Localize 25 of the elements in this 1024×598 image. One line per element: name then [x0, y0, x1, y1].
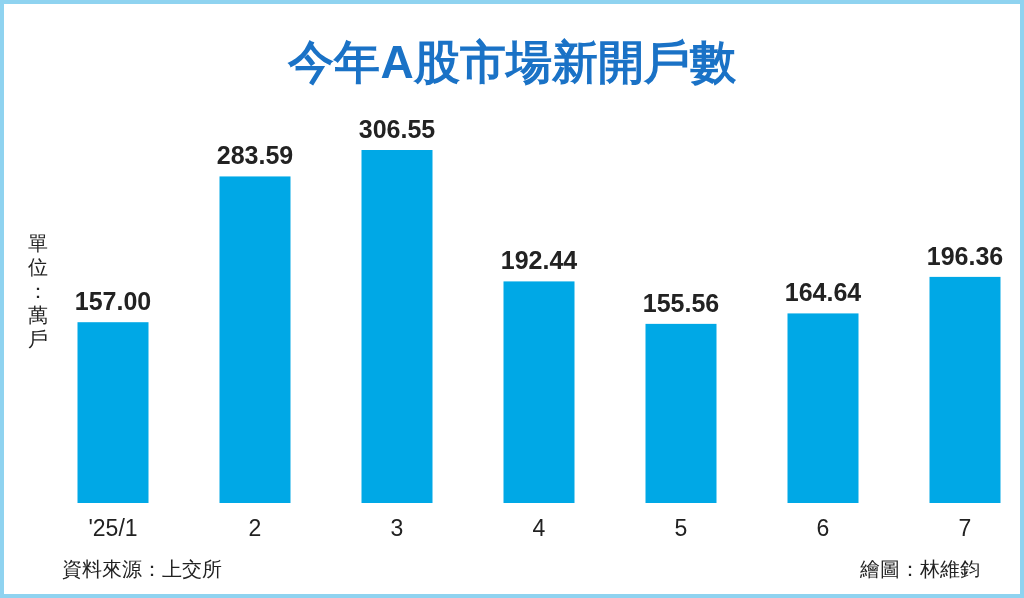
x-tick-label: 7 [958, 515, 972, 541]
x-tick-label: 4 [532, 515, 546, 541]
bar [503, 281, 575, 503]
data-label: 196.36 [926, 241, 1004, 270]
text: 繪圖：林維鈞 [859, 558, 980, 580]
bar [361, 150, 433, 503]
data-label: 155.56 [642, 288, 720, 317]
source-note: 資料來源：上交所 [62, 558, 222, 580]
x-tick-label: 5 [674, 515, 688, 541]
y-axis-title: 單位：萬戶 [28, 232, 48, 350]
data-label: 164.64 [784, 278, 862, 307]
x-tick-label: 3 [390, 515, 404, 541]
bar [77, 322, 149, 503]
bar [787, 313, 859, 503]
bar [645, 323, 717, 503]
data-label: 306.55 [358, 115, 436, 143]
x-tick-label: 2 [248, 515, 262, 541]
data-label: 157.00 [74, 287, 152, 316]
x-tick-label: 6 [816, 515, 830, 541]
data-label: 283.59 [216, 141, 294, 170]
bar [219, 176, 291, 503]
x-tick-label: '25/1 [88, 515, 138, 541]
bar [929, 276, 1001, 503]
chart-title: 今年A股市場新開戶數 [287, 36, 737, 88]
data-label: 192.44 [500, 246, 578, 275]
